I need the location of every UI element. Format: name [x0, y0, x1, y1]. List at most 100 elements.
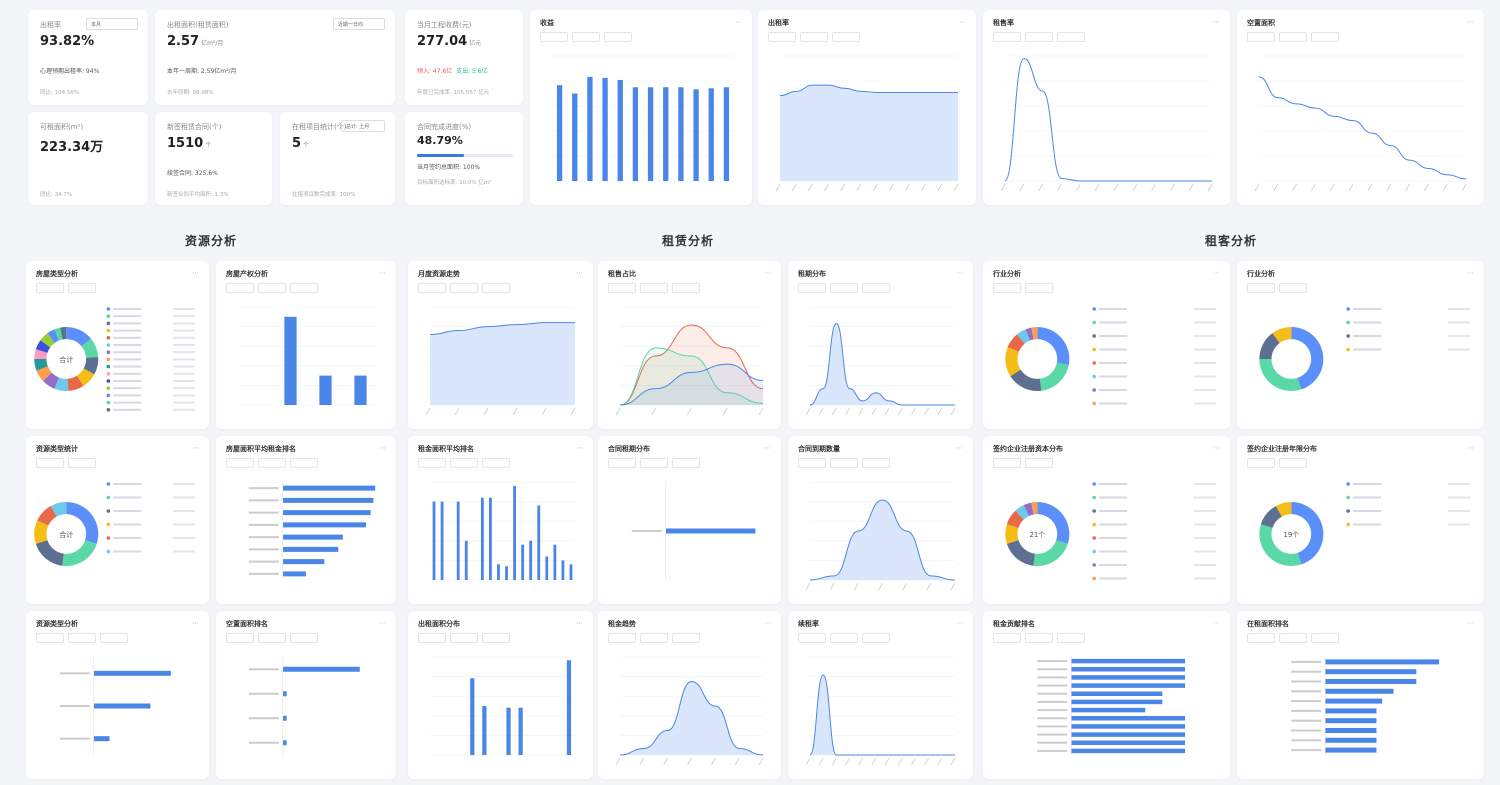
filter-select[interactable]	[1311, 633, 1339, 643]
kpi-period-select[interactable]: 本月	[86, 18, 138, 30]
more-icon[interactable]: ⋯	[956, 619, 965, 627]
filter-select[interactable]	[540, 32, 568, 42]
filter-select[interactable]	[768, 32, 796, 42]
filter-select[interactable]	[36, 458, 64, 468]
filter-select[interactable]	[482, 633, 510, 643]
filter-select[interactable]	[798, 458, 826, 468]
filter-select[interactable]	[100, 633, 128, 643]
filter-select[interactable]	[672, 458, 700, 468]
more-icon[interactable]: ⋯	[735, 18, 744, 26]
filter-select[interactable]	[1279, 32, 1307, 42]
pie-slice	[40, 333, 55, 348]
more-icon[interactable]: ⋯	[379, 444, 388, 452]
filter-select[interactable]	[993, 283, 1021, 293]
more-icon[interactable]: ⋯	[379, 269, 388, 277]
more-icon[interactable]: ⋯	[1213, 444, 1222, 452]
more-icon[interactable]: ⋯	[764, 444, 773, 452]
filter-select[interactable]	[226, 633, 254, 643]
filter-select[interactable]	[68, 458, 96, 468]
filter-select[interactable]	[862, 458, 890, 468]
filter-select[interactable]	[36, 633, 64, 643]
filter-select[interactable]	[1057, 32, 1085, 42]
filter-select[interactable]	[640, 633, 668, 643]
filter-select[interactable]	[993, 633, 1021, 643]
more-icon[interactable]: ⋯	[576, 269, 585, 277]
filter-select[interactable]	[290, 458, 318, 468]
more-icon[interactable]: ⋯	[192, 269, 201, 277]
filter-select[interactable]	[572, 32, 600, 42]
more-icon[interactable]: ⋯	[764, 269, 773, 277]
filter-select[interactable]	[290, 283, 318, 293]
filter-select[interactable]	[1279, 633, 1307, 643]
filter-select[interactable]	[1025, 633, 1053, 643]
filter-select[interactable]	[226, 283, 254, 293]
more-icon[interactable]: ⋯	[576, 444, 585, 452]
legend-marker	[1092, 536, 1096, 540]
filter-select[interactable]	[800, 32, 828, 42]
filter-select[interactable]	[1247, 633, 1275, 643]
filter-select[interactable]	[608, 283, 636, 293]
more-icon[interactable]: ⋯	[192, 444, 201, 452]
more-icon[interactable]: ⋯	[1213, 18, 1222, 26]
filter-select[interactable]	[68, 633, 96, 643]
filter-select[interactable]	[604, 32, 632, 42]
filter-select[interactable]	[450, 633, 478, 643]
more-icon[interactable]: ⋯	[1467, 269, 1476, 277]
more-icon[interactable]: ⋯	[1213, 619, 1222, 627]
filter-select[interactable]	[798, 633, 826, 643]
filter-select[interactable]	[68, 283, 96, 293]
filter-select[interactable]	[258, 283, 286, 293]
filter-select[interactable]	[830, 633, 858, 643]
filter-select[interactable]	[450, 283, 478, 293]
filter-select[interactable]	[640, 458, 668, 468]
more-icon[interactable]: ⋯	[1467, 18, 1476, 26]
filter-select[interactable]	[832, 32, 860, 42]
more-icon[interactable]: ⋯	[959, 18, 968, 26]
filter-select[interactable]	[1279, 283, 1307, 293]
more-icon[interactable]: ⋯	[192, 619, 201, 627]
filter-select[interactable]	[36, 283, 64, 293]
filter-select[interactable]	[482, 283, 510, 293]
chart-title: 出租率	[768, 19, 789, 27]
filter-select[interactable]	[672, 633, 700, 643]
filter-select[interactable]	[418, 458, 446, 468]
filter-select[interactable]	[450, 458, 478, 468]
more-icon[interactable]: ⋯	[379, 619, 388, 627]
filter-select[interactable]	[608, 458, 636, 468]
filter-select[interactable]	[862, 283, 890, 293]
filter-select[interactable]	[1025, 458, 1053, 468]
filter-select[interactable]	[993, 458, 1021, 468]
kpi-period-select[interactable]: 总计: 上月	[341, 120, 385, 132]
filter-select[interactable]	[1247, 458, 1275, 468]
filter-select[interactable]	[798, 283, 826, 293]
filter-select[interactable]	[1247, 283, 1275, 293]
more-icon[interactable]: ⋯	[576, 619, 585, 627]
filter-select[interactable]	[862, 633, 890, 643]
filter-select[interactable]	[290, 633, 318, 643]
filter-select[interactable]	[482, 458, 510, 468]
filter-select[interactable]	[258, 633, 286, 643]
filter-select[interactable]	[1025, 283, 1053, 293]
filter-select[interactable]	[418, 283, 446, 293]
filter-select[interactable]	[418, 633, 446, 643]
kpi-period-select[interactable]: 近期一日均	[333, 18, 385, 30]
filter-select[interactable]	[1311, 32, 1339, 42]
filter-select[interactable]	[993, 32, 1021, 42]
more-icon[interactable]: ⋯	[1467, 619, 1476, 627]
filter-select[interactable]	[258, 458, 286, 468]
filter-select[interactable]	[830, 458, 858, 468]
filter-select[interactable]	[1025, 32, 1053, 42]
more-icon[interactable]: ⋯	[1213, 269, 1222, 277]
filter-select[interactable]	[640, 283, 668, 293]
filter-select[interactable]	[1247, 32, 1275, 42]
filter-select[interactable]	[1279, 458, 1307, 468]
filter-select[interactable]	[1057, 633, 1085, 643]
filter-select[interactable]	[608, 633, 636, 643]
more-icon[interactable]: ⋯	[956, 269, 965, 277]
filter-select[interactable]	[226, 458, 254, 468]
more-icon[interactable]: ⋯	[956, 444, 965, 452]
filter-select[interactable]	[830, 283, 858, 293]
more-icon[interactable]: ⋯	[1467, 444, 1476, 452]
filter-select[interactable]	[672, 283, 700, 293]
more-icon[interactable]: ⋯	[764, 619, 773, 627]
